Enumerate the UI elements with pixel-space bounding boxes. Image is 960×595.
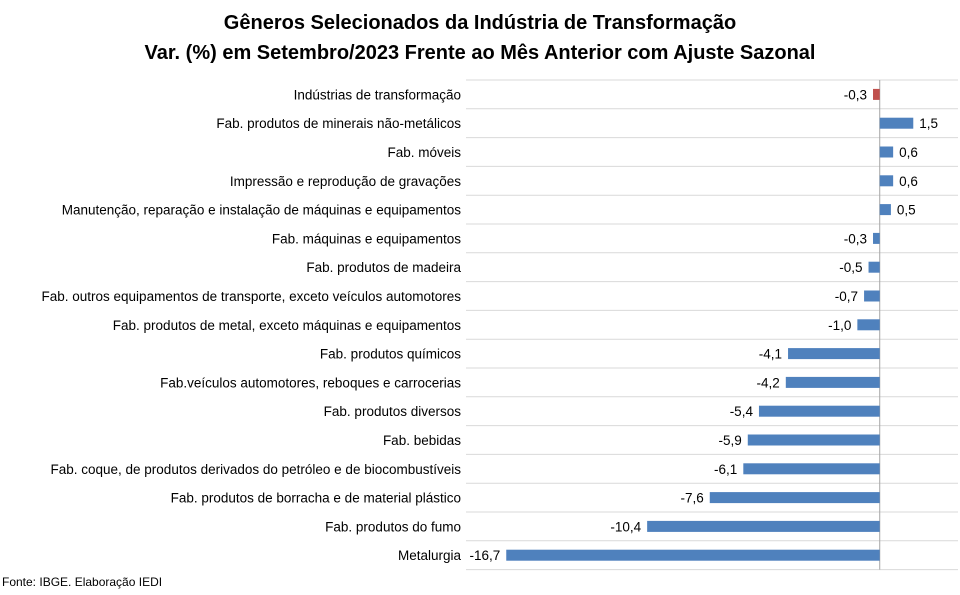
category-label: Fab.veículos automotores, reboques e car… <box>160 375 461 390</box>
chart-subtitle: Var. (%) em Setembro/2023 Frente ao Mês … <box>144 42 816 64</box>
data-label: 0,6 <box>899 145 918 160</box>
category-label: Fab. móveis <box>387 145 461 160</box>
category-label: Impressão e reprodução de gravações <box>230 174 461 189</box>
bar-chart: Indústrias de transformação -0,3 Fab. prod… <box>42 79 958 571</box>
bar <box>785 376 880 388</box>
data-label: -0,7 <box>835 289 858 304</box>
data-label: -5,4 <box>730 404 754 419</box>
bar <box>879 117 914 129</box>
bar <box>506 549 880 561</box>
category-label: Fab. máquinas e equipamentos <box>272 231 461 246</box>
bar <box>873 88 880 100</box>
data-label: -5,9 <box>719 433 742 448</box>
data-label: -1,0 <box>828 318 851 333</box>
data-label: -0,3 <box>844 231 867 246</box>
bar <box>868 261 880 273</box>
category-label: Manutenção, reparação e instalação de má… <box>62 203 462 218</box>
data-label: -0,3 <box>844 87 867 102</box>
bar <box>709 492 880 504</box>
data-label: -4,2 <box>757 375 780 390</box>
bar <box>647 520 880 532</box>
category-label: Fab. produtos de metal, exceto máquinas … <box>113 318 461 333</box>
bar <box>873 232 880 244</box>
data-label: -6,1 <box>714 462 737 477</box>
category-label: Fab. produtos de madeira <box>306 260 461 275</box>
data-label: -4,1 <box>759 347 782 362</box>
source-note: Fonte: IBGE. Elaboração IEDI <box>2 575 163 589</box>
bar <box>879 146 894 158</box>
category-label: Metalurgia <box>398 548 462 563</box>
data-label: -16,7 <box>469 548 500 563</box>
data-label: 0,6 <box>899 174 918 189</box>
bar <box>788 348 880 360</box>
bar <box>857 319 880 331</box>
data-label: 0,5 <box>897 203 916 218</box>
data-label: -7,6 <box>680 491 703 506</box>
chart-title: Gêneros Selecionados da Indústria de Tra… <box>223 12 737 34</box>
category-label: Fab. coque, de produtos derivados do pet… <box>50 462 461 477</box>
bar <box>743 463 880 475</box>
bar <box>747 434 880 446</box>
category-label: Fab. produtos do fumo <box>325 519 461 534</box>
category-label: Indústrias de transformação <box>294 87 461 102</box>
category-label: Fab. produtos diversos <box>324 404 462 419</box>
bar <box>879 204 891 216</box>
data-label: -0,5 <box>839 260 862 275</box>
bar <box>879 175 894 187</box>
category-label: Fab. produtos de borracha e de material … <box>171 491 461 506</box>
category-label: Fab. outros equipamentos de transporte, … <box>42 289 462 304</box>
category-label: Fab. bebidas <box>383 433 461 448</box>
data-label: 1,5 <box>919 116 938 131</box>
category-label: Fab. produtos de minerais não-metálicos <box>216 116 461 131</box>
data-label: -10,4 <box>610 519 641 534</box>
category-label: Fab. produtos químicos <box>320 347 461 362</box>
bar <box>864 290 880 302</box>
bar <box>758 405 880 417</box>
